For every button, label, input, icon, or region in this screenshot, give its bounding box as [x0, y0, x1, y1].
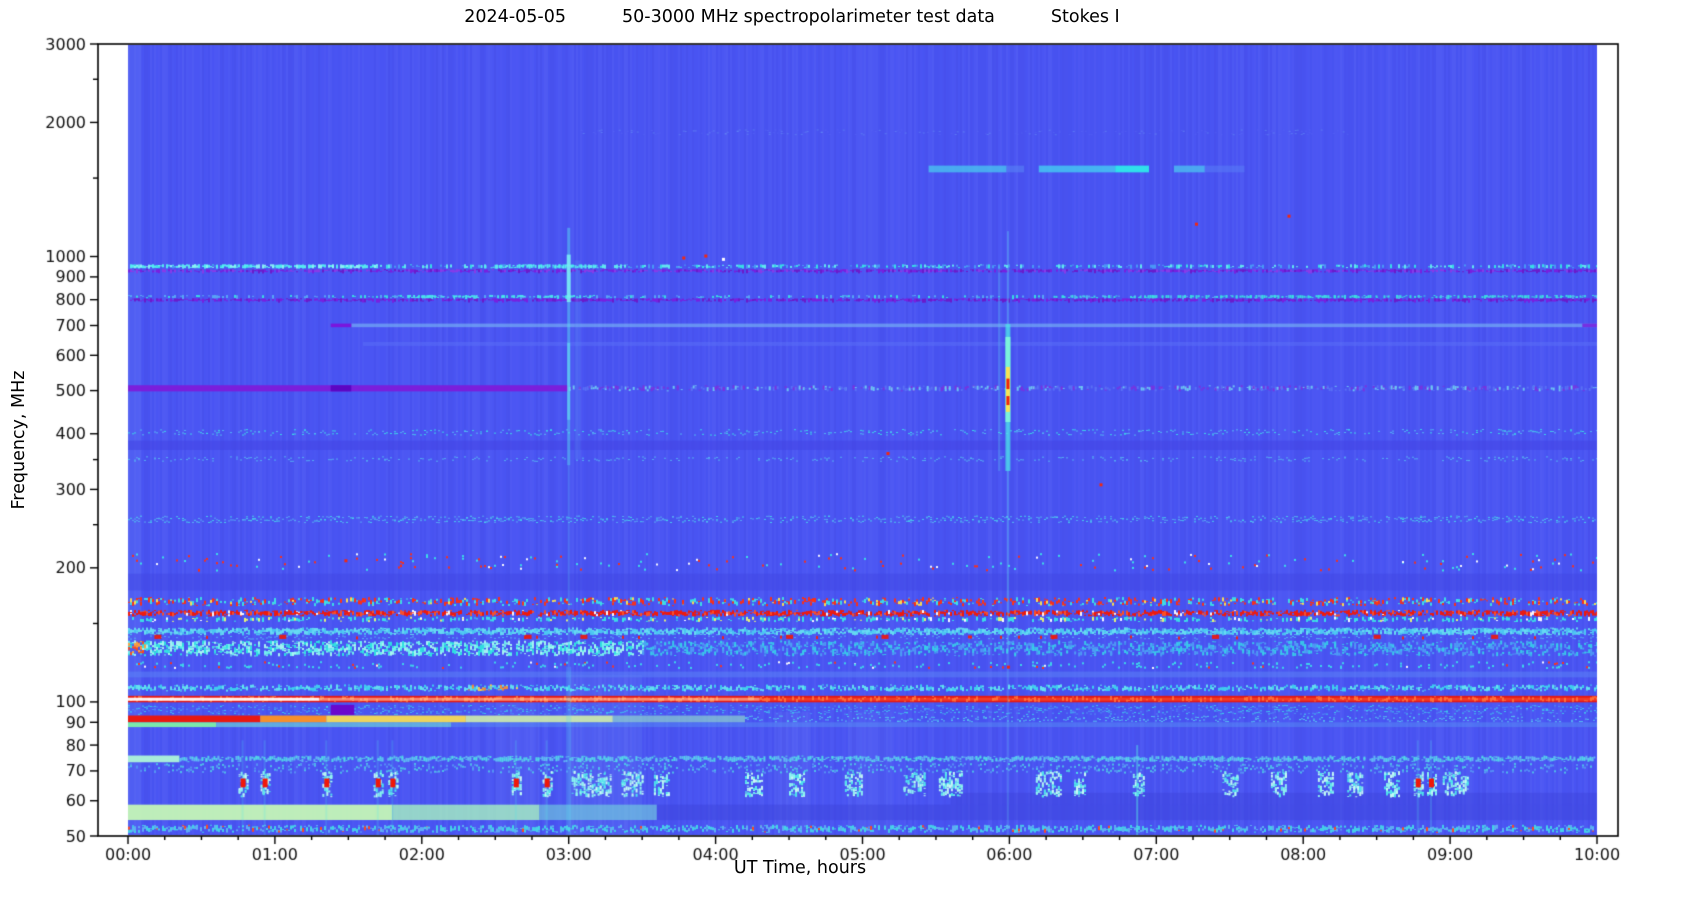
chart-title: 2024-05-05 50-3000 MHz spectropolarimete… [0, 7, 1584, 27]
x-axis-label: UT Time, hours [733, 858, 867, 878]
chart-title-date: 2024-05-05 [464, 7, 566, 27]
chart-title-stokes: Stokes I [1050, 7, 1120, 27]
chart-title-main: 50-3000 MHz spectropolarimeter test data [621, 7, 995, 27]
